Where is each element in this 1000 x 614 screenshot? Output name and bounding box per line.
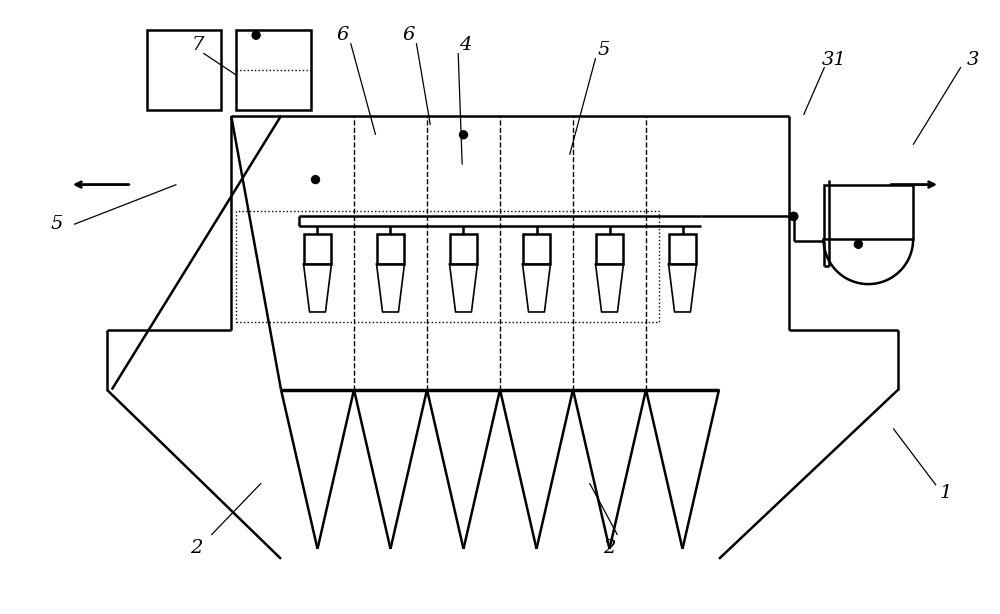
Circle shape <box>252 31 260 39</box>
Bar <box>147 30 221 110</box>
Circle shape <box>312 176 319 184</box>
Text: 4: 4 <box>459 36 471 54</box>
Text: 6: 6 <box>337 26 349 44</box>
Bar <box>824 185 913 239</box>
Circle shape <box>790 212 798 220</box>
Bar <box>596 235 623 264</box>
Bar <box>523 235 550 264</box>
Text: 5: 5 <box>597 41 610 59</box>
Text: 2: 2 <box>190 539 203 557</box>
Bar <box>304 235 331 264</box>
Text: 5: 5 <box>51 216 63 233</box>
Text: 6: 6 <box>402 26 415 44</box>
Circle shape <box>460 131 467 139</box>
Bar <box>450 235 477 264</box>
Text: 3: 3 <box>967 51 979 69</box>
Text: 1: 1 <box>940 484 952 502</box>
Text: 31: 31 <box>822 51 847 69</box>
Text: 2: 2 <box>603 539 616 557</box>
Text: 7: 7 <box>191 36 204 54</box>
Circle shape <box>854 240 862 248</box>
Bar <box>236 211 659 322</box>
Bar <box>236 30 311 110</box>
Bar <box>669 235 696 264</box>
Bar <box>377 235 404 264</box>
Circle shape <box>790 212 798 220</box>
